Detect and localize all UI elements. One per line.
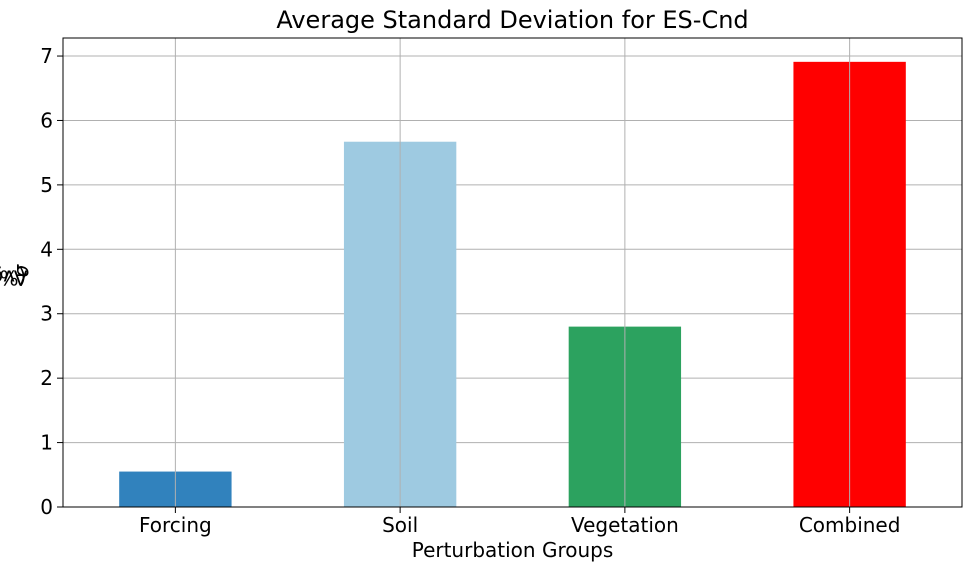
y-tick-label: 4 xyxy=(40,237,53,261)
y-axis-ticks: 0 1 2 3 4 5 6 7 xyxy=(40,44,63,519)
x-tick-label: Vegetation xyxy=(571,513,679,537)
y-tick-label: 3 xyxy=(40,302,53,326)
y-tick-label: 6 xyxy=(40,108,53,132)
bars xyxy=(119,61,906,507)
x-tick-label: Soil xyxy=(382,513,418,537)
x-axis-label: Perturbation Groups xyxy=(411,538,614,562)
x-axis-ticks: Forcing Soil Vegetation Combined xyxy=(139,507,900,537)
x-tick-label: Forcing xyxy=(139,513,212,537)
y-tick-label: 0 xyxy=(40,495,53,519)
y-tick-label: 7 xyxy=(40,44,53,68)
vertical-grid-lines xyxy=(174,38,851,507)
plot-frame xyxy=(62,37,963,508)
chart-title: Average Standard Deviation for ES-Cnd xyxy=(276,6,749,34)
y-tick-label: 2 xyxy=(40,366,53,390)
y-tick-label: 5 xyxy=(40,173,53,197)
x-tick-label: Combined xyxy=(799,513,901,537)
y-tick-label: 1 xyxy=(40,431,53,455)
